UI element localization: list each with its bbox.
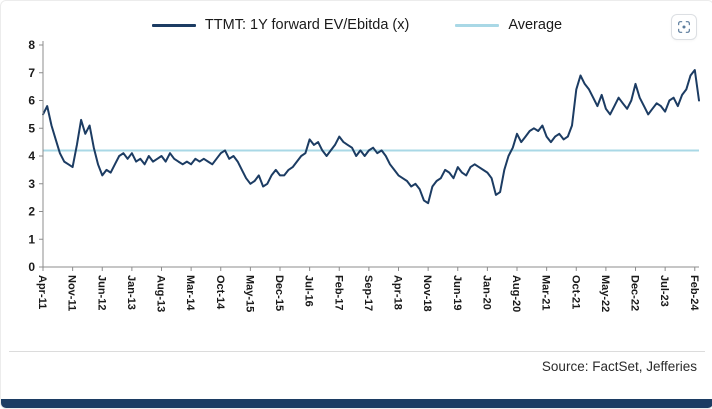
svg-text:Dec-15: Dec-15 xyxy=(273,275,285,311)
svg-text:2: 2 xyxy=(28,205,35,219)
svg-text:Jul-23: Jul-23 xyxy=(658,275,670,307)
svg-text:Jan-13: Jan-13 xyxy=(125,275,137,310)
svg-text:3: 3 xyxy=(28,177,35,191)
svg-text:Apr-11: Apr-11 xyxy=(36,275,48,309)
svg-text:1: 1 xyxy=(28,232,35,246)
legend-item-series: TTMT: 1Y forward EV/Ebitda (x) xyxy=(151,17,410,33)
svg-text:May-15: May-15 xyxy=(243,275,255,312)
svg-text:Nov-11: Nov-11 xyxy=(66,275,78,311)
svg-text:Aug-13: Aug-13 xyxy=(155,275,167,312)
svg-text:Jun-12: Jun-12 xyxy=(95,275,107,310)
svg-text:Aug-20: Aug-20 xyxy=(510,275,522,312)
series-line-swatch xyxy=(151,23,196,27)
svg-text:Oct-14: Oct-14 xyxy=(214,275,226,310)
evebitda-chart-svg: 0 1 2 3 4 5 6 7 8 Apr-11 Nov-11 Jun-12 Jan-13 Aug-13 M… xyxy=(28,38,700,312)
footer-divider xyxy=(9,351,705,352)
chart-legend: TTMT: 1Y forward EV/Ebitda (x) Average xyxy=(1,17,712,33)
svg-text:Dec-22: Dec-22 xyxy=(629,275,641,311)
scan-icon xyxy=(678,21,690,33)
average-line-swatch xyxy=(455,23,500,27)
svg-text:Nov-18: Nov-18 xyxy=(421,275,433,312)
svg-text:Oct-21: Oct-21 xyxy=(569,275,581,309)
svg-text:Sep-17: Sep-17 xyxy=(362,275,374,311)
svg-text:Mar-14: Mar-14 xyxy=(184,275,196,311)
svg-text:4: 4 xyxy=(28,149,35,163)
svg-text:0: 0 xyxy=(28,260,35,274)
scan-button[interactable] xyxy=(671,14,697,40)
svg-text:Feb-24: Feb-24 xyxy=(688,275,700,311)
svg-text:May-22: May-22 xyxy=(599,275,611,312)
source-text: Source: FactSet, Jefferies xyxy=(541,359,697,374)
svg-text:7: 7 xyxy=(28,66,35,80)
legend-item-average: Average xyxy=(455,17,562,33)
svg-text:Feb-17: Feb-17 xyxy=(332,275,344,310)
svg-text:Jun-19: Jun-19 xyxy=(451,275,463,310)
bottom-accent-bar xyxy=(1,399,712,408)
svg-text:Jul-16: Jul-16 xyxy=(303,275,315,307)
average-legend-label: Average xyxy=(508,17,563,33)
svg-text:8: 8 xyxy=(28,38,35,52)
svg-text:Jan-20: Jan-20 xyxy=(480,275,492,310)
series-legend-label: TTMT: 1Y forward EV/Ebitda (x) xyxy=(204,17,410,33)
svg-text:Apr-18: Apr-18 xyxy=(392,275,404,310)
svg-text:5: 5 xyxy=(28,121,35,135)
svg-text:6: 6 xyxy=(28,94,35,108)
svg-text:Mar-21: Mar-21 xyxy=(540,275,552,310)
